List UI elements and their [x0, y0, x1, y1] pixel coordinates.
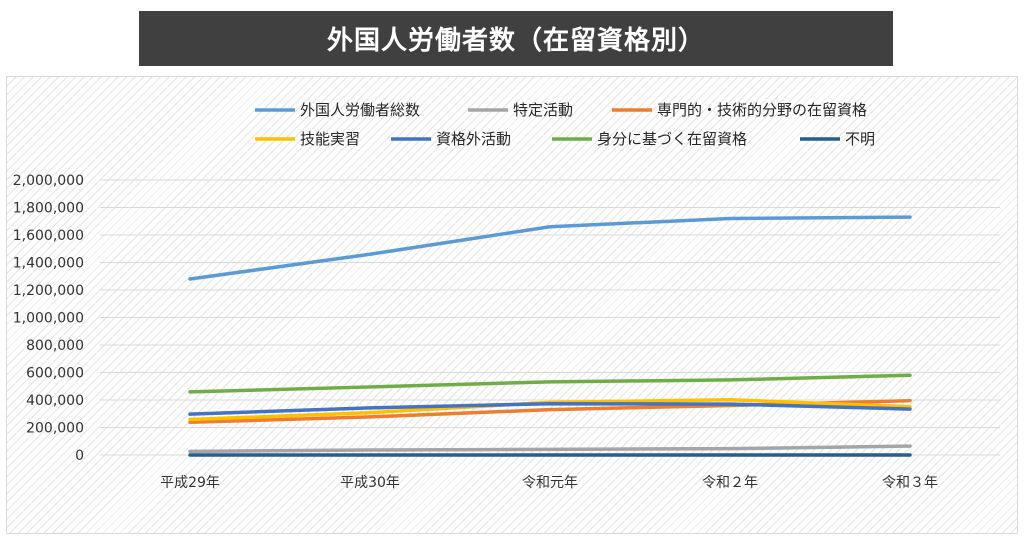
legend-label: 特定活動: [513, 101, 573, 119]
y-tick-label: 1,800,000: [13, 201, 84, 217]
y-tick-label: 1,200,000: [13, 283, 84, 299]
series-line-1: [188, 444, 912, 454]
legend-label: 外国人労働者総数: [300, 101, 420, 119]
y-tick-label: 600,000: [26, 366, 84, 382]
x-tick-label: 平成30年: [340, 475, 400, 491]
series-line-5: [188, 373, 912, 394]
chart-area: [6, 76, 1018, 534]
y-tick-label: 0: [75, 448, 84, 464]
x-tick-label: 令和２年: [702, 475, 758, 491]
x-tick-label: 令和３年: [882, 475, 938, 491]
series-lines: [188, 215, 912, 457]
y-tick-label: 400,000: [26, 393, 84, 409]
x-tick-label: 令和元年: [522, 475, 578, 491]
y-tick-label: 1,600,000: [13, 228, 84, 244]
y-tick-label: 1,400,000: [13, 256, 84, 272]
y-tick-label: 200,000: [26, 421, 84, 437]
series-line-0: [188, 215, 912, 281]
legend-label: 身分に基づく在留資格: [597, 130, 747, 148]
series-line-2: [188, 398, 912, 425]
y-tick-label: 2,000,000: [13, 173, 84, 189]
x-axis-ticks: 平成29年 平成30年 令和元年 令和２年 令和３年: [160, 475, 938, 491]
chart-title: 外国人労働者数（在留資格別）: [139, 11, 893, 66]
legend-label: 資格外活動: [436, 130, 511, 148]
y-tick-label: 1,000,000: [13, 311, 84, 327]
y-tick-label: 800,000: [26, 338, 84, 354]
legend-label: 技能実習: [300, 130, 360, 148]
legend-label: 不明: [845, 130, 875, 148]
series-line-4: [188, 401, 912, 416]
x-tick-label: 平成29年: [160, 475, 220, 491]
y-axis-ticks: 0 200,000 400,000 600,000 800,000 1,000,000 1,…: [13, 173, 84, 464]
legend-label: 専門的・技術的分野の在留資格: [657, 101, 867, 119]
